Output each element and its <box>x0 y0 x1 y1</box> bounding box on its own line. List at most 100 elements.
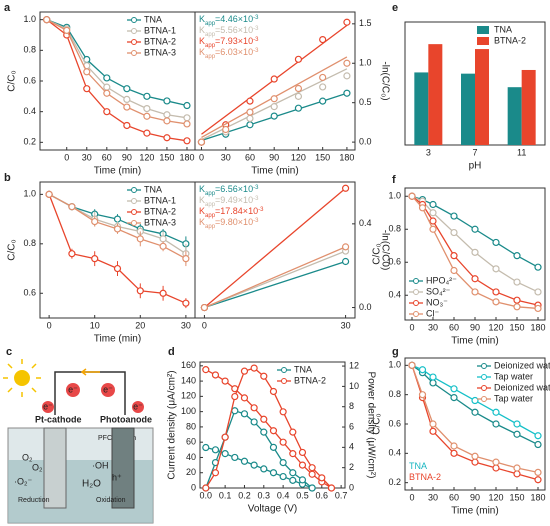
x-tick-label: 180 <box>530 322 545 332</box>
marker <box>211 469 220 477</box>
x-tick-label: 120 <box>488 322 503 332</box>
marker <box>123 85 131 93</box>
legend-marker <box>131 17 137 23</box>
marker <box>429 379 437 387</box>
bar <box>414 72 429 145</box>
annotation-part: app <box>205 224 216 230</box>
x-tick-label: 0 <box>202 320 207 330</box>
marker <box>429 420 437 428</box>
marker <box>327 484 336 492</box>
marker <box>246 114 254 123</box>
x-axis-title: Voltage (V) <box>248 504 297 515</box>
y-tick-label: 0.0 <box>359 136 372 146</box>
marker <box>83 68 91 76</box>
legend-label: Deionized water <box>494 382 550 392</box>
marker <box>450 228 458 237</box>
x-tick-label: 0.0 <box>200 490 213 500</box>
y2-axis-title: Power density (μW/cm²) <box>365 372 376 479</box>
marker <box>492 238 500 247</box>
legend-marker <box>131 50 137 56</box>
marker <box>450 442 458 450</box>
legend-marker <box>281 367 287 373</box>
marker <box>471 288 479 296</box>
marker <box>269 443 278 451</box>
annotation-part: =7.93×10 <box>215 36 253 46</box>
x-tick-label: 120 <box>488 492 503 502</box>
marker <box>534 288 542 296</box>
panel-label: a <box>4 2 11 14</box>
marker <box>43 16 51 24</box>
marker <box>318 474 326 482</box>
y-axis-title: C/C₀ <box>372 413 383 434</box>
x-tick-label: 0.7 <box>335 490 348 500</box>
marker <box>91 255 99 263</box>
x-tick-label: 0.2 <box>238 490 251 500</box>
marker <box>471 458 479 466</box>
wire <box>54 371 126 415</box>
x-axis-title: Time (min) <box>94 334 141 345</box>
bar <box>428 44 443 145</box>
annotation-part: app <box>205 54 216 60</box>
marker <box>429 427 437 435</box>
bar <box>521 69 536 145</box>
marker <box>429 200 437 209</box>
marker <box>221 377 229 385</box>
legend-label: Tap water <box>494 371 533 381</box>
x-tick-label: 0 <box>199 152 204 162</box>
marker <box>534 432 542 440</box>
legend-marker <box>413 300 419 306</box>
anode-label: Photoanode <box>100 414 152 424</box>
y-tick-label: 100 <box>181 406 196 416</box>
x-tick-label: 180 <box>530 492 545 502</box>
y-tick-label: 20 <box>186 467 196 477</box>
marker <box>63 26 71 34</box>
y-axis-title: -ln(C/C0) <box>379 230 390 271</box>
x-tick-label: 90 <box>470 492 480 502</box>
annotation-part: app <box>205 213 216 219</box>
annotation-part: K <box>199 184 205 194</box>
x-tick-label: 90 <box>470 322 480 332</box>
marker <box>143 112 151 120</box>
marker <box>429 217 437 225</box>
annotation: Kapp=9.80×10-3 <box>199 217 259 229</box>
x-tick-label: 30 <box>341 320 351 330</box>
marker <box>143 129 151 137</box>
annotation: TNA <box>409 461 427 471</box>
y2-tick-label: 10 <box>349 381 359 391</box>
annotation: Kapp=17.84×10-3 <box>199 206 264 218</box>
marker <box>250 364 258 372</box>
y-tick-label: 0.8 <box>388 389 401 399</box>
marker <box>450 385 458 393</box>
marker <box>343 59 351 67</box>
marker <box>289 469 297 477</box>
annotation-part: -3 <box>253 48 259 54</box>
marker <box>269 387 278 396</box>
marker <box>246 97 254 105</box>
marker <box>298 448 307 457</box>
marker <box>91 217 99 226</box>
legend-label: TNA <box>294 364 312 374</box>
annotation-part: =4.46×10 <box>215 14 253 24</box>
legend-label: BTNA-1 <box>144 25 176 35</box>
panel-label: c <box>6 346 12 358</box>
marker <box>308 470 316 478</box>
annotation-part: app <box>205 43 216 49</box>
annotation-part: =9.49×10 <box>215 195 253 205</box>
marker <box>202 366 210 374</box>
x-tick-label: 150 <box>509 322 524 332</box>
annotation-part: =6.03×10 <box>215 47 253 57</box>
marker <box>143 92 151 100</box>
legend-label: NO₃⁻ <box>426 297 448 307</box>
marker <box>45 190 53 198</box>
x-tick-label: 30 <box>428 492 438 502</box>
marker <box>182 255 190 263</box>
annotation-part: =9.80×10 <box>215 217 253 227</box>
marker <box>240 410 249 418</box>
marker <box>513 420 521 428</box>
x-tick-label: 0 <box>409 492 414 502</box>
marker <box>450 394 458 402</box>
legend-label: TNA <box>144 14 162 24</box>
marker <box>294 84 303 93</box>
bar <box>461 73 475 145</box>
marker <box>250 418 258 426</box>
